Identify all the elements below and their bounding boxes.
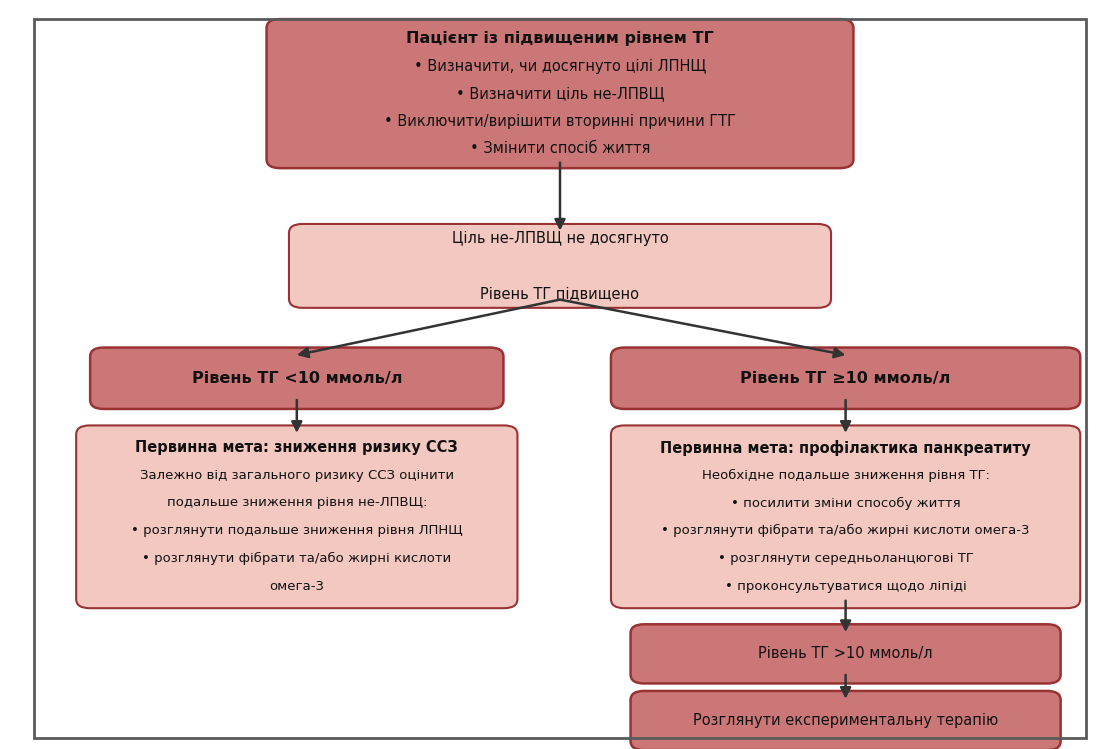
Text: Необхідне подальше зниження рівня ТГ:: Необхідне подальше зниження рівня ТГ: bbox=[701, 469, 990, 482]
Text: Первинна мета: профілактика панкреатиту: Первинна мета: профілактика панкреатиту bbox=[661, 440, 1030, 455]
Text: • Виключити/вирішити вторинні причини ГТГ: • Виключити/вирішити вторинні причини ГТ… bbox=[384, 114, 736, 129]
Text: подальше зниження рівня не-ЛПВЩ:: подальше зниження рівня не-ЛПВЩ: bbox=[167, 497, 427, 509]
Text: Розглянути експериментальну терапію: Розглянути експериментальну терапію bbox=[693, 713, 998, 728]
Text: Первинна мета: зниження ризику ССЗ: Первинна мета: зниження ризику ССЗ bbox=[136, 440, 458, 455]
Text: Рівень ТГ <10 ммоль/л: Рівень ТГ <10 ммоль/л bbox=[192, 371, 402, 386]
Text: • посилити зміни способу життя: • посилити зміни способу життя bbox=[730, 497, 961, 509]
Text: • Визначити, чи досягнуто цілі ЛПНЩ: • Визначити, чи досягнуто цілі ЛПНЩ bbox=[413, 58, 707, 73]
Text: • розглянути фібрати та/або жирні кислоти омега-3: • розглянути фібрати та/або жирні кислот… bbox=[661, 524, 1030, 537]
Text: • проконсультуватися щодо ліпіді: • проконсультуватися щодо ліпіді bbox=[725, 580, 967, 592]
FancyBboxPatch shape bbox=[76, 425, 517, 608]
Text: Рівень ТГ підвищено: Рівень ТГ підвищено bbox=[480, 286, 640, 301]
FancyBboxPatch shape bbox=[612, 425, 1080, 608]
FancyBboxPatch shape bbox=[631, 625, 1061, 683]
Text: Рівень ТГ ≥10 ммоль/л: Рівень ТГ ≥10 ммоль/л bbox=[740, 371, 951, 386]
FancyBboxPatch shape bbox=[267, 19, 853, 169]
Text: • Змінити спосіб життя: • Змінити спосіб життя bbox=[469, 141, 651, 157]
Text: • розглянути подальше зниження рівня ЛПНЩ: • розглянути подальше зниження рівня ЛПН… bbox=[131, 524, 463, 537]
Text: • розглянути фібрати та/або жирні кислоти: • розглянути фібрати та/або жирні кислот… bbox=[142, 552, 451, 565]
Text: Рівень ТГ >10 ммоль/л: Рівень ТГ >10 ммоль/л bbox=[758, 646, 933, 661]
Text: Пацієнт із підвищеним рівнем ТГ: Пацієнт із підвищеним рівнем ТГ bbox=[407, 31, 713, 46]
Text: • Визначити ціль не-ЛПВЩ: • Визначити ціль не-ЛПВЩ bbox=[456, 86, 664, 101]
FancyBboxPatch shape bbox=[91, 348, 504, 409]
Text: Залежно від загального ризику ССЗ оцінити: Залежно від загального ризику ССЗ оцінит… bbox=[140, 469, 454, 482]
FancyBboxPatch shape bbox=[612, 348, 1080, 409]
Text: Ціль не-ЛПВЩ не досягнуто: Ціль не-ЛПВЩ не досягнуто bbox=[451, 231, 669, 246]
FancyBboxPatch shape bbox=[289, 224, 831, 308]
FancyBboxPatch shape bbox=[631, 691, 1061, 749]
Text: омега-3: омега-3 bbox=[269, 580, 325, 592]
Text: • розглянути середньоланцюгові ТГ: • розглянути середньоланцюгові ТГ bbox=[718, 552, 973, 565]
